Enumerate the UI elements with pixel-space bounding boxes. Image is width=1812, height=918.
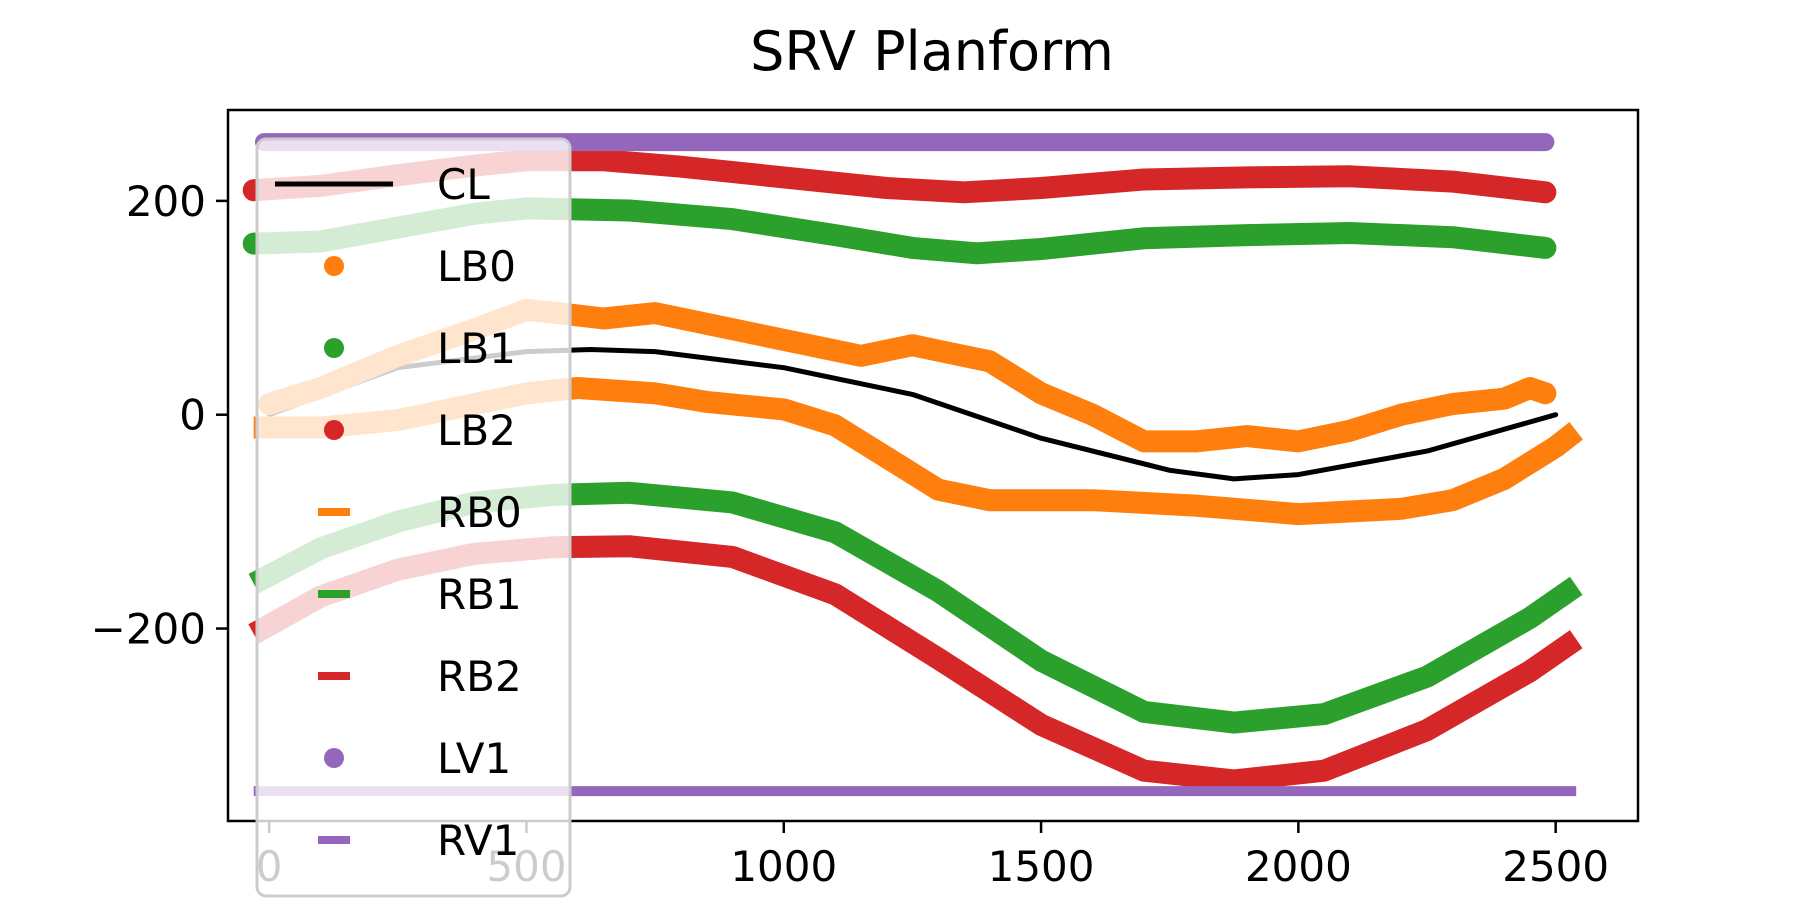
legend-entry-rb0: RB0 [318,488,522,537]
legend-entry-rb2: RB2 [318,652,522,701]
y-axis: −200 0 200 [91,177,228,654]
legend-handle [318,672,350,680]
chart-title: SRV Planform [750,20,1114,83]
legend: CL LB0 LB1 LB2 RB0 RB1 RB2 LV1 RV1 [255,137,572,898]
legend-label: LB0 [437,242,516,291]
x-tick-label: 1000 [730,842,837,891]
plot-frame [226,108,1640,823]
legend-handle [318,836,350,844]
legend-handle [324,256,344,276]
legend-entry-lb0: LB0 [324,242,516,291]
legend-entry-lb2: LB2 [324,406,516,455]
y-tick-label: 200 [126,177,206,226]
legend-handle [318,590,350,598]
legend-handle [324,748,344,768]
legend-label: RV1 [437,816,519,865]
legend-entry-lb1: LB1 [324,324,516,373]
x-tick-label: 2000 [1245,842,1352,891]
legend-label: LV1 [437,734,511,783]
legend-entry-rv1: RV1 [318,816,519,865]
legend-label: CL [437,160,490,209]
legend-entry-cl: CL [275,160,490,209]
legend-handle [318,508,350,516]
x-tick-label: 1500 [988,842,1095,891]
legend-label: RB2 [437,652,522,701]
y-tick-label: 0 [179,391,206,440]
legend-handle [324,420,344,440]
legend-box [255,137,572,898]
legend-entry-rb1: RB1 [318,570,522,619]
legend-label: RB1 [437,570,522,619]
legend-entry-lv1: LV1 [324,734,511,783]
x-tick-label: 2500 [1502,842,1609,891]
legend-label: RB0 [437,488,522,537]
legend-handle [324,338,344,358]
y-tick-label: −200 [91,605,206,654]
legend-label: LB1 [437,324,516,373]
legend-label: LB2 [437,406,516,455]
